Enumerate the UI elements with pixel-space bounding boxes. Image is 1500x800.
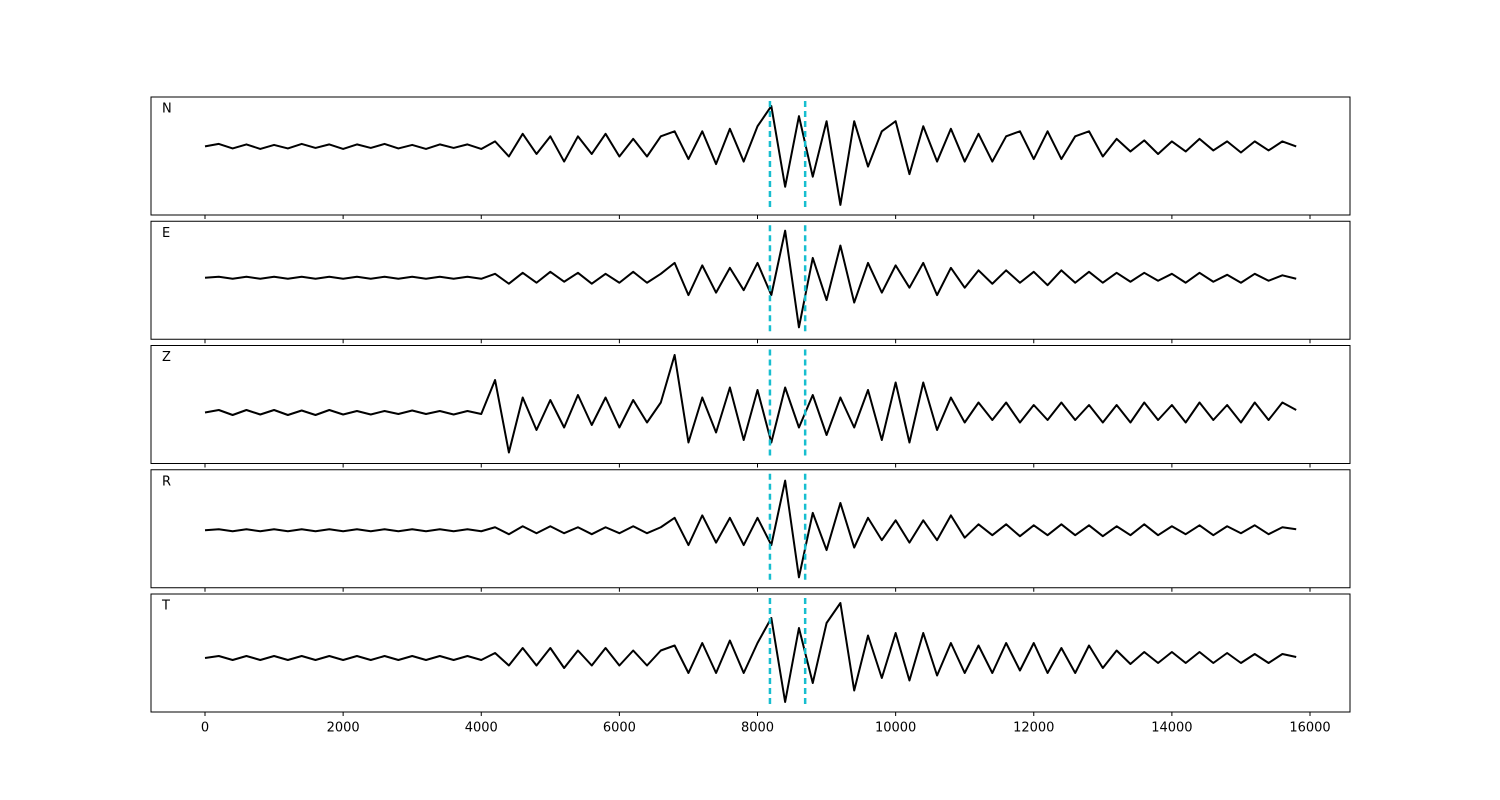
x-tick-label: 12000 (1013, 721, 1054, 736)
x-tick-label: 14000 (1151, 721, 1192, 736)
panel-label: R (162, 474, 171, 489)
panel-label: Z (162, 350, 171, 365)
trace (204, 229, 1297, 329)
panel-frame (150, 345, 1351, 464)
panel-frame (150, 96, 1351, 216)
trace (204, 354, 1297, 454)
trace (204, 479, 1297, 579)
trace (204, 105, 1297, 206)
panel-label: T (161, 599, 170, 614)
panel-frame (150, 593, 1351, 713)
x-tick-label: 2000 (327, 721, 360, 736)
x-tick-label: 16000 (1289, 721, 1330, 736)
x-tick-label: 6000 (603, 721, 636, 736)
panel-label: E (162, 226, 170, 241)
panel-frame (150, 220, 1351, 340)
x-tick-label: 0 (201, 721, 209, 736)
x-tick-label: 4000 (465, 721, 498, 736)
x-tick-label: 8000 (741, 721, 774, 736)
x-tick-label: 10000 (875, 721, 916, 736)
trace (204, 602, 1297, 703)
panel-label: N (162, 102, 172, 117)
